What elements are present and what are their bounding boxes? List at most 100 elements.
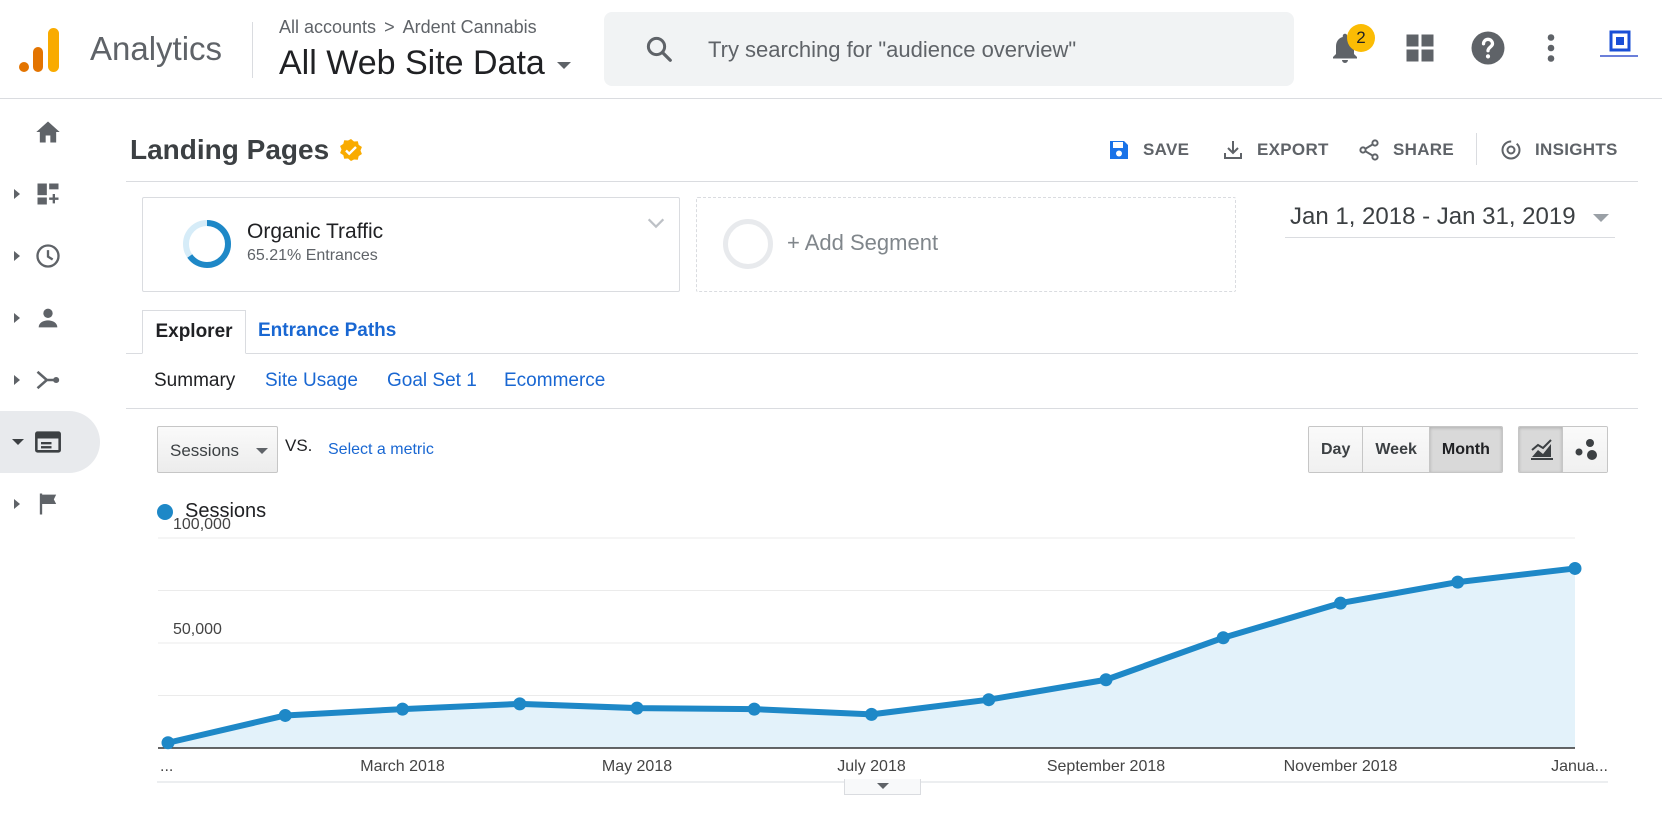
share-icon bbox=[1359, 139, 1379, 161]
notification-badge: 2 bbox=[1347, 24, 1375, 52]
bubble-chart-icon bbox=[1575, 439, 1598, 460]
segment-name: Organic Traffic bbox=[247, 220, 384, 243]
legend-swatch bbox=[157, 503, 173, 520]
series-area bbox=[168, 568, 1575, 748]
breadcrumb-root[interactable]: All accounts bbox=[279, 17, 377, 37]
vs-label: VS. bbox=[285, 436, 313, 455]
verified-badge-icon bbox=[340, 139, 363, 161]
help-icon[interactable] bbox=[1470, 30, 1506, 66]
left-nav bbox=[0, 99, 110, 819]
data-point bbox=[1099, 673, 1113, 687]
data-point bbox=[396, 702, 409, 716]
account-avatar[interactable] bbox=[1596, 30, 1642, 64]
expand-arrow-icon bbox=[14, 189, 20, 199]
subtabs-rule bbox=[126, 408, 1638, 409]
date-range-picker[interactable]: Jan 1, 2018 - Jan 31, 2019 bbox=[1285, 200, 1615, 238]
save-button[interactable]: SAVE bbox=[1107, 132, 1189, 168]
period-toggle: Day Week Month bbox=[1308, 426, 1503, 473]
tabs-rule bbox=[126, 353, 1638, 354]
x-tick-label: November 2018 bbox=[1284, 758, 1398, 775]
metric-dropdown-value: Sessions bbox=[170, 441, 239, 460]
data-point bbox=[865, 707, 878, 721]
analytics-logo-icon[interactable] bbox=[18, 26, 62, 74]
subtab-site-usage[interactable]: Site Usage bbox=[265, 370, 358, 391]
period-month-button[interactable]: Month bbox=[1429, 427, 1502, 472]
chevron-down-icon bbox=[877, 783, 889, 789]
chevron-down-icon bbox=[1593, 214, 1609, 222]
flag-icon bbox=[39, 493, 57, 515]
subtab-ecommerce[interactable]: Ecommerce bbox=[504, 370, 606, 391]
period-day-button[interactable]: Day bbox=[1309, 427, 1364, 472]
x-tick-label: ... bbox=[160, 758, 173, 775]
data-point bbox=[982, 693, 996, 707]
nav-conversions[interactable] bbox=[0, 473, 100, 535]
breadcrumb-account[interactable]: Ardent Cannabis bbox=[402, 17, 537, 37]
more-vert-icon[interactable] bbox=[1533, 30, 1569, 66]
download-icon bbox=[1224, 141, 1242, 159]
view-selector[interactable]: All Web Site Data bbox=[279, 44, 571, 83]
chart-view-toggle bbox=[1518, 426, 1608, 473]
tab-explorer[interactable]: Explorer bbox=[142, 310, 246, 354]
nav-customization[interactable] bbox=[0, 163, 100, 225]
nav-behavior[interactable] bbox=[0, 411, 100, 473]
nav-home[interactable] bbox=[0, 101, 100, 163]
save-disk-icon bbox=[1110, 141, 1128, 159]
insights-label: INSIGHTS bbox=[1535, 140, 1618, 159]
apps-grid-icon[interactable] bbox=[1402, 30, 1438, 66]
subtab-summary[interactable]: Summary bbox=[154, 370, 236, 391]
expand-arrow-icon bbox=[14, 375, 20, 385]
clock-icon bbox=[36, 244, 60, 268]
customization-icon bbox=[37, 183, 59, 205]
motion-chart-view-button[interactable] bbox=[1563, 427, 1607, 472]
line-chart-icon bbox=[1531, 439, 1553, 460]
chevron-down-icon bbox=[256, 448, 268, 454]
export-button[interactable]: EXPORT bbox=[1221, 132, 1329, 168]
segment-donut bbox=[183, 220, 231, 268]
insights-button[interactable]: INSIGHTS bbox=[1499, 132, 1618, 168]
add-segment-button[interactable]: + Add Segment bbox=[696, 197, 1236, 292]
export-label: EXPORT bbox=[1257, 140, 1329, 159]
data-point bbox=[513, 697, 527, 711]
x-tick-label: May 2018 bbox=[602, 758, 672, 775]
period-week-button[interactable]: Week bbox=[1363, 427, 1430, 472]
nav-audience[interactable] bbox=[0, 287, 100, 349]
data-point bbox=[1334, 596, 1347, 610]
data-point bbox=[1451, 575, 1465, 589]
search-input[interactable]: Try searching for "audience overview" bbox=[708, 37, 1077, 62]
header-divider bbox=[252, 22, 253, 78]
legend-series-name: Sessions bbox=[185, 500, 267, 522]
expand-arrow-icon bbox=[14, 313, 20, 323]
nav-realtime[interactable] bbox=[0, 225, 100, 287]
add-segment-label: + Add Segment bbox=[787, 230, 939, 255]
data-point bbox=[278, 708, 292, 722]
add-segment-ring bbox=[723, 219, 773, 269]
x-tick-label: September 2018 bbox=[1047, 758, 1165, 775]
insights-icon bbox=[1501, 140, 1521, 160]
search-bar[interactable]: Try searching for "audience overview" bbox=[604, 12, 1294, 86]
behavior-icon bbox=[35, 431, 61, 453]
segment-card[interactable]: Organic Traffic 65.21% Entrances bbox=[142, 197, 680, 292]
share-label: SHARE bbox=[1393, 140, 1455, 159]
metric-dropdown[interactable]: Sessions bbox=[157, 426, 278, 473]
search-icon bbox=[646, 36, 672, 62]
share-button[interactable]: SHARE bbox=[1357, 132, 1454, 168]
home-icon bbox=[36, 121, 60, 143]
select-metric-link[interactable]: Select a metric bbox=[328, 441, 434, 458]
save-label: SAVE bbox=[1143, 140, 1190, 159]
chevron-down-icon[interactable] bbox=[645, 212, 667, 234]
data-point bbox=[1216, 631, 1230, 645]
person-icon bbox=[38, 308, 58, 328]
line-chart-view-button[interactable] bbox=[1519, 427, 1564, 472]
view-name: All Web Site Data bbox=[279, 44, 545, 82]
nav-acquisition[interactable] bbox=[0, 349, 100, 411]
chart-collapse-toggle[interactable] bbox=[844, 779, 921, 795]
collapse-arrow-icon bbox=[12, 439, 24, 445]
data-point bbox=[161, 736, 175, 750]
breadcrumb[interactable]: All accounts > Ardent Cannabis bbox=[279, 17, 537, 38]
top-bar: Analytics All accounts > Ardent Cannabis A… bbox=[0, 0, 1662, 99]
subtab-goal-set[interactable]: Goal Set 1 bbox=[387, 370, 477, 391]
page-title: Landing Pages bbox=[130, 134, 363, 166]
date-range-label: Jan 1, 2018 - Jan 31, 2019 bbox=[1290, 203, 1576, 230]
tab-entrance-paths[interactable]: Entrance Paths bbox=[258, 320, 397, 341]
